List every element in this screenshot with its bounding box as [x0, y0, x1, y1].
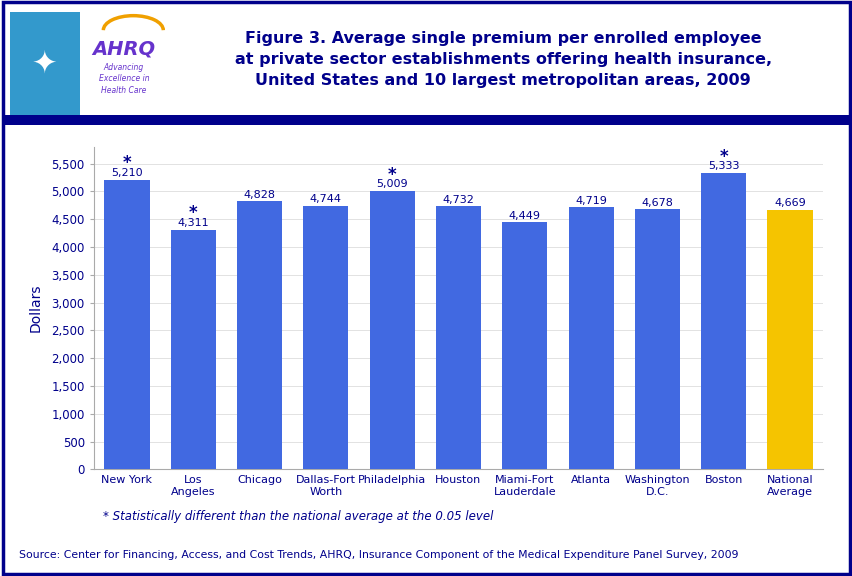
Text: * Statistically different than the national average at the 0.05 level: * Statistically different than the natio… — [103, 510, 493, 523]
Text: ✦: ✦ — [32, 49, 58, 78]
Text: 4,311: 4,311 — [177, 218, 209, 228]
Y-axis label: Dollars: Dollars — [29, 284, 43, 332]
Text: 4,669: 4,669 — [774, 198, 805, 209]
Text: 4,678: 4,678 — [641, 198, 672, 208]
Bar — [104, 180, 149, 469]
Text: 4,719: 4,719 — [574, 196, 607, 206]
Text: 5,009: 5,009 — [376, 180, 407, 190]
Text: *: * — [189, 204, 198, 222]
Text: *: * — [123, 154, 131, 172]
Text: Advancing
Excellence in
Health Care: Advancing Excellence in Health Care — [99, 63, 149, 94]
Bar — [303, 206, 348, 469]
Text: *: * — [718, 147, 727, 166]
Bar — [634, 209, 679, 469]
Bar — [502, 222, 547, 469]
Bar — [700, 173, 746, 469]
Bar — [3, 115, 849, 125]
Bar — [435, 206, 481, 469]
Bar — [568, 207, 613, 469]
Bar — [237, 201, 282, 469]
Text: 4,744: 4,744 — [309, 194, 342, 204]
Text: 5,333: 5,333 — [707, 161, 739, 172]
Bar — [767, 210, 812, 469]
Text: *: * — [388, 166, 396, 184]
Text: 4,828: 4,828 — [244, 190, 275, 199]
Text: 4,732: 4,732 — [442, 195, 474, 205]
Bar — [170, 230, 216, 469]
Text: 4,449: 4,449 — [508, 211, 540, 221]
Bar — [369, 191, 414, 469]
Bar — [79, 12, 168, 115]
Text: 5,210: 5,210 — [111, 168, 142, 179]
Bar — [10, 12, 79, 115]
Text: Source: Center for Financing, Access, and Cost Trends, AHRQ, Insurance Component: Source: Center for Financing, Access, an… — [19, 550, 737, 560]
Text: AHRQ: AHRQ — [92, 39, 155, 58]
Text: Figure 3. Average single premium per enrolled employee
at private sector establi: Figure 3. Average single premium per enr… — [234, 31, 771, 88]
